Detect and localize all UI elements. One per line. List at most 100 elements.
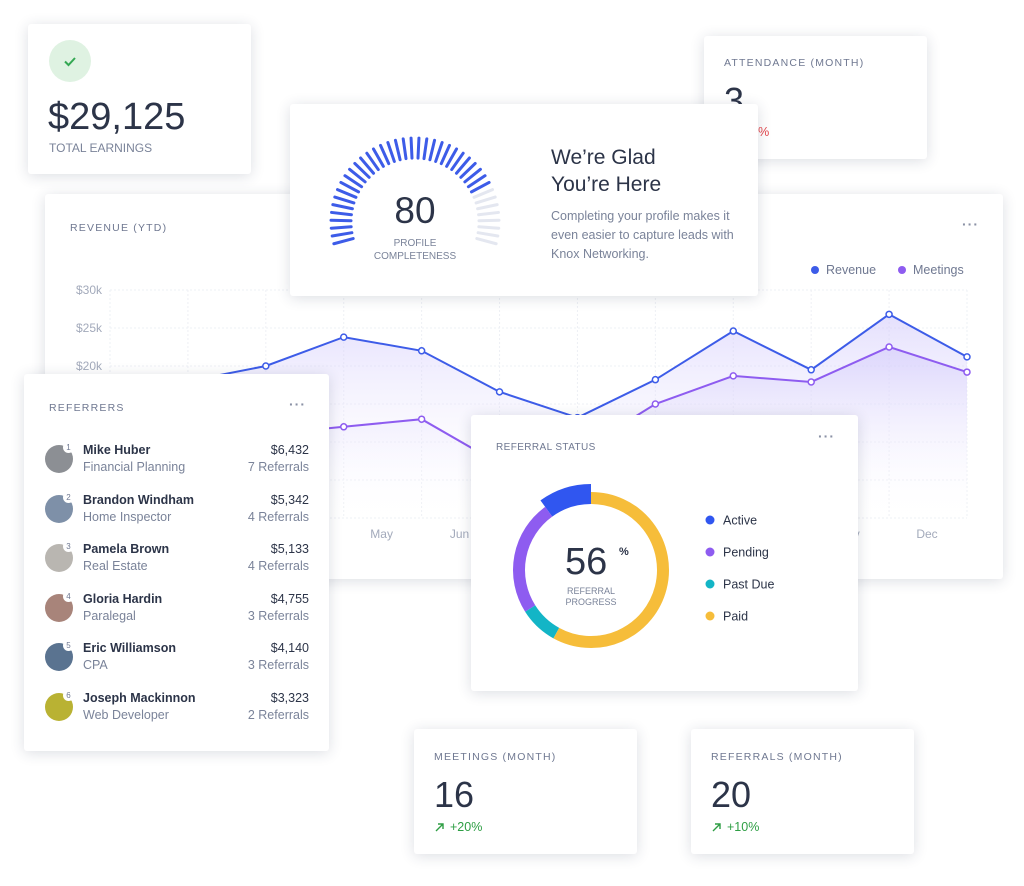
x-tick-label: Jun — [450, 527, 469, 541]
referrer-amount: $5,342 — [270, 492, 309, 507]
card-title: MEETINGS (MONTH) — [434, 751, 557, 763]
earnings-card: $29,125 TOTAL EARNINGS — [28, 24, 251, 174]
y-tick-label: $30k — [76, 283, 103, 297]
point — [339, 423, 348, 431]
referrer-row: 4 Gloria Hardin Paralegal $4,755 3 Referrals — [24, 590, 329, 630]
gauge-tick — [477, 225, 501, 230]
point — [885, 343, 893, 351]
gauge-tick — [474, 195, 497, 205]
legend-dot — [705, 547, 715, 557]
gauge-tick — [379, 143, 391, 166]
referrals-change: +10% — [727, 820, 760, 834]
heading-line: We’re Glad — [551, 146, 656, 169]
rank-badge: 1 — [63, 442, 74, 453]
gauge-tick — [476, 203, 499, 211]
point — [651, 375, 660, 384]
referrer-row: 5 Eric Williamson CPA $4,140 3 Referrals — [24, 639, 329, 679]
gauge-tick — [359, 156, 376, 175]
point — [339, 333, 348, 341]
menu[interactable]: ··· — [818, 428, 835, 444]
x-tick-label: May — [370, 527, 393, 541]
gauge-value: 80 — [394, 190, 436, 231]
menu[interactable]: ··· — [289, 396, 306, 412]
legend-dot — [898, 266, 906, 274]
referrer-count: 4 Referrals — [247, 509, 309, 524]
donut-segment — [525, 605, 560, 639]
gauge-tick — [439, 143, 451, 166]
referrer-name: Mike Huber — [83, 443, 151, 457]
gauge-tick — [333, 195, 356, 205]
referrer-role: Financial Planning — [83, 460, 186, 474]
y-tick-label: $25k — [76, 321, 103, 335]
referrer-row: 1 Mike Huber Financial Planning $6,432 7 Ref… — [24, 441, 329, 481]
rank-badge: 3 — [63, 541, 74, 553]
profile-card: 80 PROFILE COMPLETENESS We’re Glad You’r… — [290, 104, 758, 296]
gauge-tick — [463, 167, 482, 184]
point — [729, 327, 738, 335]
meetings-card: MEETINGS (MONTH) 16 +20% — [414, 729, 637, 854]
referrer-name: Joseph Mackinnon — [83, 691, 196, 705]
legend-dot — [705, 611, 715, 621]
point — [807, 366, 815, 374]
legend-label: Active — [723, 514, 757, 528]
rank-badge: 4 — [63, 590, 74, 602]
meetings-change: +20% — [450, 820, 483, 834]
menu[interactable]: ··· — [962, 216, 979, 232]
meetings-value: 16 — [434, 774, 475, 815]
referrer-name: Eric Williamson — [83, 641, 176, 656]
referrer-role: Paralegal — [83, 608, 136, 623]
point — [417, 415, 426, 423]
referrer-role: Real Estate — [83, 559, 148, 574]
point — [963, 368, 971, 376]
referrers-card: REFERRERS ··· 1 Mike Huber Financial Plann… — [24, 374, 329, 751]
donut-segment — [540, 484, 592, 517]
heading-line: You’re Here — [551, 173, 662, 196]
gauge-tick — [434, 141, 444, 163]
point — [651, 400, 660, 408]
earnings-label: TOTAL EARNINGS — [49, 141, 153, 155]
gauge-tick — [353, 161, 371, 179]
point — [807, 378, 815, 386]
point — [262, 362, 270, 370]
gauge-tick — [371, 147, 385, 168]
point — [495, 388, 504, 396]
gauge-tick — [339, 180, 361, 194]
donut-segment — [553, 492, 669, 648]
referrals-value: 20 — [711, 774, 752, 815]
referrer-role: CPA — [83, 658, 108, 673]
donut-center-value: 56 — [565, 541, 608, 583]
point — [963, 353, 971, 361]
referrer-amount: $6,432 — [270, 443, 309, 457]
referrer-role: Web Developer — [83, 708, 169, 722]
gauge-tick — [428, 138, 437, 162]
referrer-name: Gloria Hardin — [83, 591, 163, 606]
gauge-tick — [401, 137, 408, 161]
referrer-count: 3 Referrals — [247, 608, 309, 623]
gauge-tick — [365, 151, 380, 172]
rank-badge: 6 — [63, 690, 74, 701]
card-title: REFERRAL STATUS — [496, 442, 596, 453]
earnings-value: $29,125 — [48, 96, 186, 138]
gauge-label: PROFILE COMPLETENESS — [373, 238, 457, 262]
referrer-row: 6 Joseph Mackinnon Web Developer $3,323 2 Re… — [24, 689, 329, 729]
gauge-tick — [331, 203, 354, 211]
profile-text: Completing your profile makes it even ea… — [551, 209, 734, 261]
legend-dot — [705, 579, 715, 589]
gauge-tick — [445, 147, 459, 168]
gauge-tick — [343, 174, 364, 189]
gauge-tick — [393, 138, 402, 162]
legend-label: Pending — [723, 546, 769, 560]
legend-dot — [811, 266, 819, 274]
card-title: ATTENDANCE (MONTH) — [724, 57, 865, 69]
legend-dot — [705, 515, 715, 525]
referral-status-card: Active Pending Past Due Paid REFERRAL STATU… — [471, 415, 858, 691]
gauge-tick — [472, 188, 494, 199]
gauge-tick — [336, 188, 358, 199]
gauge-tick — [386, 141, 396, 163]
line — [109, 313, 968, 419]
check-icon — [49, 40, 91, 82]
gauge-tick — [422, 137, 429, 161]
referrer-name: Brandon Windham — [83, 492, 194, 507]
card-title: REFERRALS (MONTH) — [711, 751, 843, 763]
